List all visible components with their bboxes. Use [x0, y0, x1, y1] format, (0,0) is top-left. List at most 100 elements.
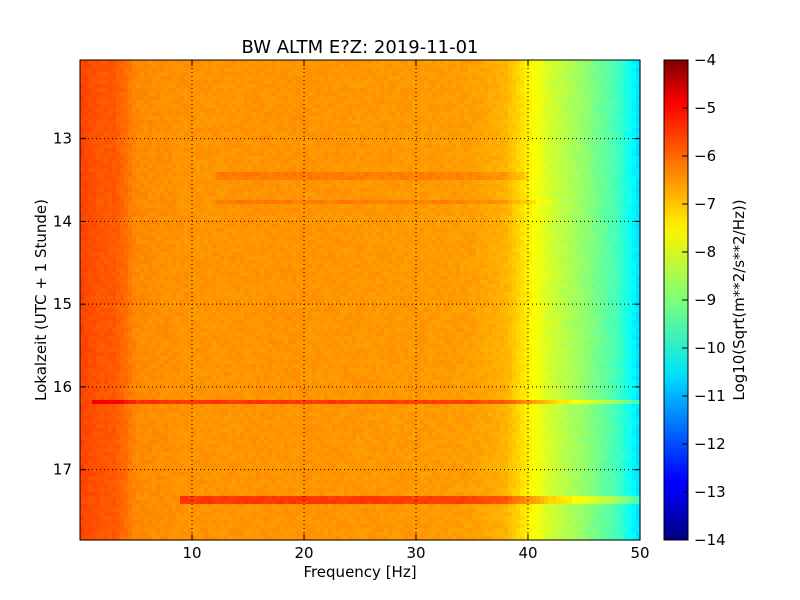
- heatmap-cell: [620, 68, 625, 73]
- heatmap-cell: [352, 184, 357, 189]
- heatmap-cell: [280, 144, 285, 149]
- heatmap-cell: [376, 188, 381, 193]
- heatmap-cell: [520, 188, 525, 193]
- heatmap-cell: [512, 180, 517, 185]
- heatmap-cell: [428, 168, 433, 173]
- heatmap-cell: [216, 108, 221, 113]
- heatmap-cell: [384, 152, 389, 157]
- heatmap-cell: [128, 120, 133, 125]
- heatmap-cell: [116, 68, 121, 73]
- heatmap-cell: [512, 176, 517, 181]
- heatmap-cell: [612, 136, 617, 141]
- heatmap-cell: [432, 196, 437, 201]
- heatmap-cell: [96, 84, 101, 89]
- heatmap-cell: [476, 140, 481, 145]
- heatmap-cell: [472, 100, 477, 105]
- heatmap-cell: [96, 192, 101, 197]
- heatmap-cell: [344, 176, 349, 181]
- heatmap-cell: [604, 68, 609, 73]
- heatmap-cell: [152, 88, 157, 93]
- heatmap-cell: [292, 120, 297, 125]
- heatmap-cell: [504, 128, 509, 133]
- heatmap-cell: [480, 188, 485, 193]
- heatmap-cell: [300, 92, 305, 97]
- heatmap-cell: [160, 100, 165, 105]
- heatmap-cell: [272, 168, 277, 173]
- heatmap-cell: [564, 80, 569, 85]
- heatmap-cell: [128, 172, 133, 177]
- heatmap-cell: [180, 184, 185, 189]
- heatmap-cell: [616, 188, 621, 193]
- heatmap-cell: [144, 172, 149, 177]
- heatmap-cell: [432, 192, 437, 197]
- heatmap-cell: [588, 96, 593, 101]
- heatmap-cell: [132, 116, 137, 121]
- heatmap-cell: [196, 84, 201, 89]
- heatmap-cell: [208, 144, 213, 149]
- heatmap-cell: [248, 76, 253, 81]
- heatmap-cell: [436, 144, 441, 149]
- heatmap-cell: [80, 120, 85, 125]
- heatmap-cell: [488, 60, 493, 65]
- heatmap-cell: [308, 200, 313, 205]
- heatmap-cell: [232, 188, 237, 193]
- heatmap-cell: [500, 164, 505, 169]
- heatmap-cell: [592, 116, 597, 121]
- heatmap-cell: [260, 132, 265, 137]
- heatmap-cell: [296, 76, 301, 81]
- heatmap-cell: [344, 72, 349, 77]
- heatmap-cell: [360, 132, 365, 137]
- heatmap-cell: [480, 132, 485, 137]
- heatmap-cell: [116, 100, 121, 105]
- heatmap-cell: [544, 168, 549, 173]
- heatmap-cell: [488, 140, 493, 145]
- heatmap-cell: [540, 116, 545, 121]
- heatmap-cell: [612, 72, 617, 77]
- heatmap-cell: [344, 104, 349, 109]
- heatmap-cell: [284, 140, 289, 145]
- heatmap-cell: [180, 200, 185, 205]
- heatmap-cell: [428, 80, 433, 85]
- heatmap-cell: [104, 152, 109, 157]
- heatmap-cell: [424, 60, 429, 65]
- heatmap-cell: [384, 60, 389, 65]
- heatmap-cell: [320, 148, 325, 153]
- heatmap-cell: [400, 64, 405, 69]
- heatmap-cell: [308, 184, 313, 189]
- heatmap-cell: [80, 148, 85, 153]
- heatmap-cell: [596, 176, 601, 181]
- heatmap-cell: [604, 120, 609, 125]
- heatmap-cell: [412, 92, 417, 97]
- heatmap-cell: [488, 64, 493, 69]
- heatmap-cell: [476, 112, 481, 117]
- heatmap-cell: [340, 68, 345, 73]
- heatmap-cell: [496, 80, 501, 85]
- heatmap-cell: [552, 184, 557, 189]
- heatmap-cell: [376, 96, 381, 101]
- heatmap-cell: [188, 200, 193, 205]
- heatmap-cell: [124, 156, 129, 161]
- heatmap-cell: [304, 136, 309, 141]
- heatmap-cell: [548, 72, 553, 77]
- heatmap-cell: [228, 116, 233, 121]
- heatmap-cell: [132, 84, 137, 89]
- heatmap-cell: [376, 160, 381, 165]
- heatmap-cell: [132, 124, 137, 129]
- heatmap-cell: [552, 112, 557, 117]
- heatmap-cell: [428, 88, 433, 93]
- heatmap-cell: [516, 152, 521, 157]
- heatmap-cell: [336, 180, 341, 185]
- heatmap-cell: [348, 156, 353, 161]
- heatmap-cell: [292, 168, 297, 173]
- heatmap-cell: [188, 152, 193, 157]
- heatmap-cell: [184, 188, 189, 193]
- heatmap-cell: [272, 68, 277, 73]
- heatmap-cell: [228, 152, 233, 157]
- heatmap-cell: [316, 152, 321, 157]
- heatmap-cell: [180, 64, 185, 69]
- heatmap-cell: [560, 148, 565, 153]
- heatmap-cell: [216, 168, 221, 173]
- heatmap-cell: [528, 136, 533, 141]
- heatmap-cell: [152, 200, 157, 205]
- heatmap-cell: [256, 84, 261, 89]
